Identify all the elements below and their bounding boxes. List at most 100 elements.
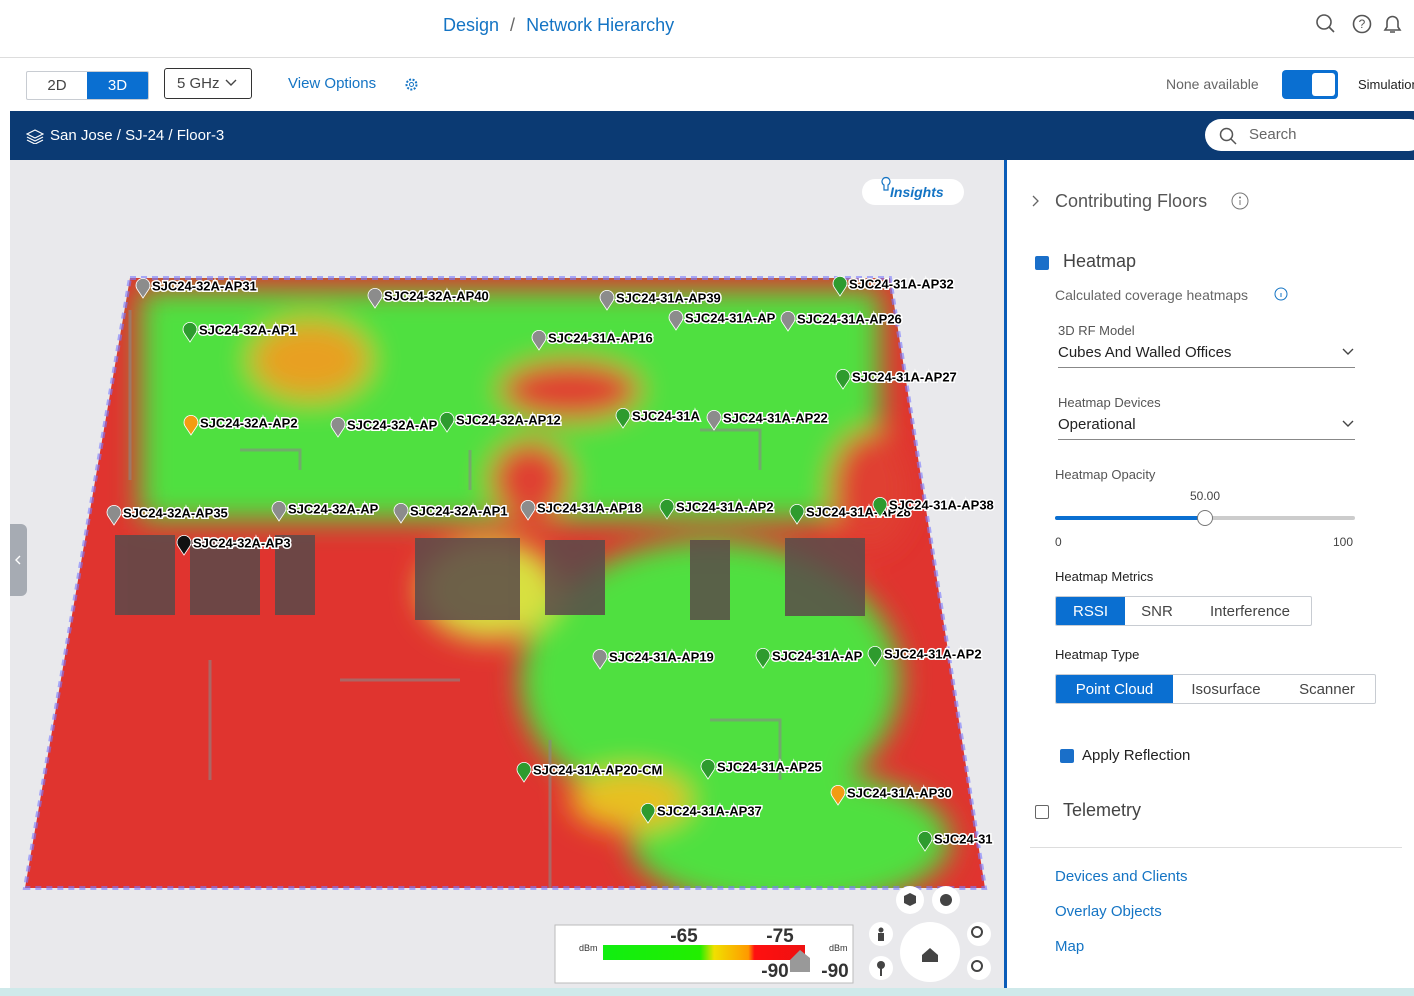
view-controls: [869, 886, 991, 982]
expand-icon[interactable]: [1030, 194, 1042, 208]
option[interactable]: Scanner: [1299, 680, 1355, 698]
access-point[interactable]: SJC24-31A-AP30: [830, 784, 953, 806]
ap-label: SJC24-32A-AP2: [200, 415, 298, 430]
ap-label: SJC24-31A-AP: [772, 648, 863, 663]
map-view[interactable]: SJC24-32A-AP31 SJC24-32A-AP40 SJC24-31A-AP…: [10, 160, 1005, 988]
ap-pin: [835, 368, 851, 390]
access-point[interactable]: SJC24-31A-AP: [668, 309, 777, 331]
gear-icon[interactable]: [403, 76, 420, 93]
devices-label: Heatmap Devices: [1058, 395, 1161, 410]
link[interactable]: Map: [1055, 938, 1085, 955]
ap-label: SJC24-31A-AP2: [676, 499, 774, 514]
link[interactable]: Devices and Clients: [1055, 868, 1188, 885]
ap-pin: [176, 534, 192, 556]
access-point[interactable]: SJC24-31A-AP2: [659, 498, 775, 520]
ap-pin: [659, 498, 675, 520]
ap-label: SJC24-31A-AP38: [889, 497, 994, 512]
ap-pin: [599, 289, 615, 311]
rf-model-value: Cubes And Walled Offices: [1058, 344, 1232, 361]
bell-icon[interactable]: [1383, 15, 1402, 33]
telemetry-checkbox[interactable]: [1035, 805, 1049, 819]
ap-label: SJC24-31A-AP27: [852, 369, 957, 384]
ap-label: SJC24-31A-AP16: [548, 330, 653, 345]
access-point[interactable]: SJC24-32A-AP: [271, 500, 380, 522]
ap-pin: [832, 275, 848, 297]
reflection-checkbox[interactable]: [1060, 749, 1074, 763]
link[interactable]: Overlay Objects: [1055, 903, 1162, 920]
crumb[interactable]: Network Hierarchy: [526, 15, 675, 35]
ap-pin: [516, 761, 532, 783]
toggle[interactable]: [1282, 70, 1338, 99]
option[interactable]: SNR: [1141, 602, 1173, 620]
contributing-floors[interactable]: Contributing Floors: [1055, 191, 1208, 211]
access-point[interactable]: SJC24-31A: [615, 407, 702, 429]
toolbar: [10, 58, 1414, 111]
ap-pin: [330, 416, 346, 438]
access-point[interactable]: SJC24-32A-AP35: [106, 504, 229, 526]
ap-pin: [780, 310, 796, 332]
access-point[interactable]: SJC24-31A-AP22: [706, 409, 829, 431]
ap-pin: [867, 645, 883, 667]
option[interactable]: Interference: [1209, 602, 1291, 620]
access-point[interactable]: SJC24-31A-AP27: [835, 368, 958, 390]
access-point[interactable]: SJC24-31: [917, 830, 994, 852]
slider-thumb[interactable]: [1197, 510, 1213, 526]
view-options[interactable]: View Options: [288, 75, 377, 92]
metrics-label: Heatmap Metrics: [1055, 569, 1154, 584]
band-select[interactable]: 5 GHz: [164, 68, 252, 99]
access-point[interactable]: SJC24-31A-AP: [755, 647, 864, 669]
access-point[interactable]: SJC24-31A-AP25: [700, 758, 823, 780]
access-point[interactable]: SJC24-31A-AP2: [867, 645, 983, 667]
access-point[interactable]: SJC24-31A-AP20-CM: [516, 761, 664, 783]
access-point[interactable]: SJC24-32A-AP3: [176, 534, 292, 556]
option[interactable]: Point Cloud: [1056, 675, 1173, 703]
loc[interactable]: San Jose: [50, 127, 113, 144]
ap-pin: [830, 784, 846, 806]
search-icon[interactable]: [1316, 14, 1332, 30]
ap-pin: [872, 496, 888, 518]
type-label: Heatmap Type: [1055, 647, 1140, 662]
help-icon[interactable]: [1352, 14, 1372, 34]
access-point[interactable]: SJC24-31A-AP26: [780, 310, 903, 332]
search-box[interactable]: Search: [1205, 119, 1414, 151]
mode-2d[interactable]: 2D: [47, 77, 67, 94]
opacity-value: 50.00: [1189, 489, 1221, 503]
ap-label: SJC24-32A-AP40: [384, 288, 489, 303]
access-point[interactable]: SJC24-31A-AP19: [592, 648, 715, 670]
location-bar: [10, 111, 1414, 160]
ap-label: SJC24-32A-AP1: [410, 503, 508, 518]
heatmap-checkbox[interactable]: [1035, 256, 1049, 270]
ap-pin: [182, 321, 198, 343]
access-point[interactable]: SJC24-31A-AP32: [832, 275, 955, 297]
crumb[interactable]: Design: [443, 15, 500, 35]
ap-label: SJC24-31A-AP: [685, 310, 776, 325]
access-point[interactable]: SJC24-32A-AP1: [182, 321, 298, 343]
ap-label: SJC24-32A-AP3: [193, 535, 291, 550]
side-toggle[interactable]: [10, 524, 27, 596]
telemetry-label: Telemetry: [1063, 800, 1142, 820]
ap-label: SJC24-32A-AP31: [152, 278, 257, 293]
mode-3d[interactable]: 3D: [87, 72, 148, 99]
access-point[interactable]: SJC24-31A-AP38: [872, 496, 995, 518]
access-point[interactable]: SJC24-31A-AP16: [531, 329, 654, 351]
loc[interactable]: Floor-3: [176, 127, 225, 144]
access-point[interactable]: SJC24-32A-AP2: [183, 414, 299, 436]
access-point[interactable]: SJC24-32A-AP12: [439, 411, 562, 433]
access-point[interactable]: SJC24-31A-AP18: [520, 499, 643, 521]
access-point[interactable]: SJC24-32A-AP31: [135, 277, 258, 299]
loc[interactable]: SJ-24: [125, 127, 165, 144]
devices-select[interactable]: Operational: [1058, 416, 1355, 440]
access-point[interactable]: SJC24-31A-AP39: [599, 289, 722, 311]
option[interactable]: RSSI: [1056, 597, 1125, 625]
ap-label: SJC24-31A-AP19: [609, 649, 714, 664]
access-point[interactable]: SJC24-31A-AP37: [640, 802, 763, 824]
ap-pin: [439, 411, 455, 433]
option[interactable]: Isosurface: [1191, 680, 1261, 698]
rf-model-select[interactable]: Cubes And Walled Offices: [1058, 344, 1355, 368]
devices-value: Operational: [1058, 416, 1136, 433]
access-point[interactable]: SJC24-32A-AP: [330, 416, 439, 438]
metrics-options: RSSI SNR Interference: [1055, 596, 1312, 626]
access-point[interactable]: SJC24-32A-AP1: [393, 502, 509, 524]
insights-button[interactable]: Insights: [862, 177, 964, 205]
access-point[interactable]: SJC24-32A-AP40: [367, 287, 490, 309]
